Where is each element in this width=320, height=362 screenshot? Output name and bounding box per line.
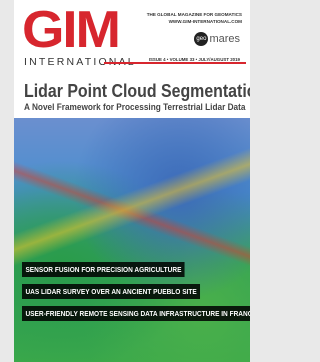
publisher-name: mares xyxy=(209,33,240,45)
logo: GIM xyxy=(22,4,119,56)
cover-title: Lidar Point Cloud Segmentation xyxy=(24,80,250,102)
publisher-mark: geo xyxy=(194,32,208,46)
headline: USER-FRIENDLY REMOTE SENSING DATA INFRAS… xyxy=(22,306,250,321)
issue-info: ISSUE 4 • VOLUME 33 • JULY/AUGUST 2019 xyxy=(147,57,242,62)
headline: UAS LIDAR SURVEY OVER AN ANCIENT PUEBLO … xyxy=(22,284,200,299)
cover-image xyxy=(14,118,250,362)
cover-subtitle: A Novel Framework for Processing Terrest… xyxy=(24,102,245,113)
page: {"header": {"logo": "GIM", "logo_sub": "… xyxy=(0,0,260,362)
tagline: THE GLOBAL MAGAZINE FOR GEOMATICS xyxy=(147,12,242,17)
magazine-cover: GIM INTERNATIONAL THE GLOBAL MAGAZINE FO… xyxy=(14,0,250,362)
publisher-logo: geo mares xyxy=(194,32,240,46)
website: WWW.GIM-INTERNATIONAL.COM xyxy=(169,19,242,24)
headline: SENSOR FUSION FOR PRECISION AGRICULTURE xyxy=(22,262,185,277)
divider xyxy=(104,62,246,64)
